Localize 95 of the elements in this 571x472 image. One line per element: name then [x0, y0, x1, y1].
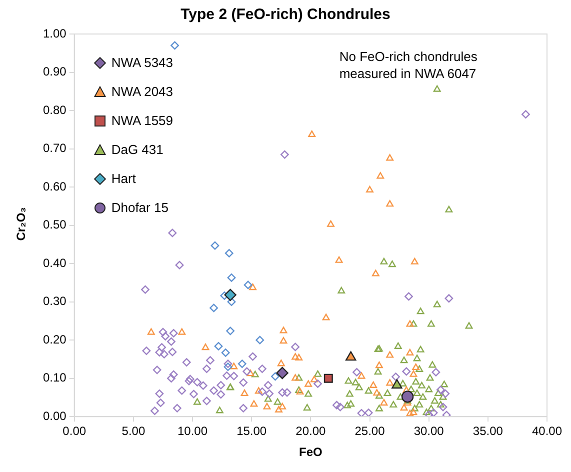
point [308, 130, 316, 138]
point [386, 379, 394, 386]
y-tick-label: 0.80 [42, 102, 67, 117]
x-tick-label: 5.00 [122, 424, 146, 438]
point [275, 406, 282, 412]
point [392, 379, 402, 389]
point [280, 326, 288, 334]
legend-label: NWA 5343 [111, 55, 174, 70]
point [406, 348, 414, 356]
point [406, 320, 414, 327]
point [227, 298, 236, 306]
point [410, 408, 418, 416]
point [210, 241, 220, 250]
point [227, 274, 236, 282]
point [372, 270, 380, 276]
point [295, 354, 303, 360]
point [410, 370, 418, 377]
y-tick-label: 0.50 [42, 218, 67, 232]
point [335, 256, 343, 263]
point [230, 362, 238, 370]
point [210, 304, 218, 312]
annotation: No FeO-rich chondrules measured in NWA 6047 [339, 48, 478, 82]
point [322, 314, 330, 320]
y-tick-label: 0.30 [42, 294, 67, 308]
point [238, 360, 246, 368]
point [402, 386, 410, 393]
point [224, 249, 234, 258]
point [400, 404, 408, 411]
point [221, 348, 230, 357]
x-tick-label: 35.00 [472, 424, 504, 438]
point [224, 288, 236, 302]
point [327, 220, 334, 227]
point [226, 326, 235, 336]
point [224, 362, 232, 372]
point [406, 410, 414, 416]
chart-title: Type 2 (FeO-rich) Chondrules [180, 6, 392, 23]
point [244, 280, 252, 290]
y-tick-label: 0.90 [42, 64, 67, 79]
point [401, 390, 414, 403]
point [170, 41, 179, 50]
x-tick-label: 15.00 [236, 424, 267, 438]
y-tick-label: 0.20 [42, 332, 67, 346]
point [250, 400, 258, 407]
point [412, 363, 420, 370]
x-tick-label: 10.00 [178, 424, 208, 438]
point [246, 370, 254, 376]
point [375, 362, 383, 368]
point [202, 344, 210, 350]
point [310, 376, 318, 382]
point [386, 351, 394, 358]
point [256, 336, 264, 344]
point [386, 154, 394, 161]
point [304, 380, 312, 387]
legend-label: Dhofar 15 [111, 200, 168, 215]
x-tick-label: 0.00 [62, 424, 86, 438]
point [380, 399, 388, 406]
point [276, 366, 288, 380]
point [178, 328, 186, 335]
point [254, 387, 262, 394]
point [280, 337, 288, 344]
x-tick-label: 40.00 [532, 424, 562, 438]
point [249, 283, 256, 290]
point [345, 351, 356, 361]
y-tick-label: 1.00 [42, 26, 67, 40]
legend-label: DaG 431 [111, 142, 164, 157]
point [366, 186, 374, 192]
point [370, 381, 378, 388]
y-tick-label: 0.60 [42, 179, 67, 194]
y-tick-label: 0.00 [42, 408, 67, 423]
point [386, 200, 394, 207]
point [240, 389, 248, 396]
point [324, 374, 333, 383]
point [292, 353, 300, 360]
point [147, 328, 155, 335]
point [292, 374, 300, 381]
point [278, 402, 286, 410]
y-axis-title: Cr₂O₃ [14, 208, 28, 242]
point [373, 389, 381, 396]
point [271, 372, 280, 381]
point [358, 372, 366, 379]
point [410, 258, 418, 264]
legend-label: NWA 1559 [111, 113, 174, 128]
x-axis-title: FeO [298, 444, 324, 459]
y-tick-label: 0.40 [42, 256, 67, 270]
y-tick-label: 0.70 [42, 141, 67, 156]
point [376, 172, 384, 179]
point [277, 360, 285, 366]
x-tick-label: 20.00 [296, 424, 326, 438]
x-tick-label: 30.00 [414, 424, 444, 438]
point [214, 342, 223, 350]
legend-label: Hart [111, 171, 136, 186]
y-tick-label: 0.10 [42, 370, 67, 385]
legend-label: NWA 2043 [111, 84, 174, 99]
x-tick-label: 25.00 [354, 424, 386, 438]
point [263, 402, 271, 410]
